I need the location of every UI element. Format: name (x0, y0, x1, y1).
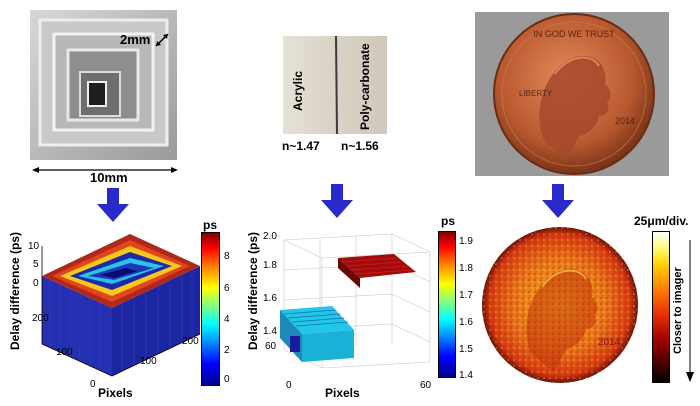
pyramid-dim-line (30, 162, 180, 173)
plot1-colorbar-tick: 2 (224, 345, 230, 356)
refractive-index-left: n~1.47 (282, 139, 320, 153)
plot2-ztick: 1.4 (263, 326, 277, 337)
plot2-colorbar-unit: ps (441, 214, 456, 228)
plot2-colorbar-tick: 1.7 (459, 290, 473, 301)
plot1-xlabel: Pixels (98, 386, 133, 400)
plot1-colorbar-tick: 4 (224, 314, 230, 325)
plot1-ylabel: Delay difference (ps) (8, 231, 22, 350)
plot2-colorbar-tick: 1.4 (459, 370, 473, 381)
plot1-ytick: 100 (56, 347, 73, 358)
heightmap-year: 2014 (598, 337, 621, 348)
penny-motto: IN GOD WE TRUST (533, 29, 615, 39)
plot2-colorbar-tick: 1.6 (459, 317, 473, 328)
plot2-ztick: 2.0 (263, 231, 277, 242)
plot3-colorbar-label: Closer to imager (672, 267, 684, 354)
plot2-xtick: 60 (420, 380, 432, 391)
plot3-scale-label: 25μm/div. (634, 214, 689, 228)
plot2-surface (276, 230, 436, 388)
down-arrow-1 (96, 188, 130, 222)
plot1-ztick: 5 (33, 259, 39, 270)
plot2-ylabel: Delay difference (ps) (246, 231, 260, 350)
closer-arrow-icon (685, 240, 695, 382)
penny-photo: IN GOD WE TRUST LIBERTY 2014 (475, 12, 669, 176)
refractive-index-right: n~1.56 (341, 139, 379, 153)
pyramid-photo (30, 10, 177, 160)
penny-heightmap: 2014 (480, 225, 640, 385)
penny-liberty: LIBERTY (519, 89, 553, 98)
penny-year: 2014 (615, 116, 635, 126)
plot1-xtick: 100 (140, 356, 157, 367)
plot1-colorbar-tick: 8 (224, 251, 230, 262)
plot2-ztick: 1.8 (263, 260, 277, 271)
plot1-colorbar-unit: ps (203, 218, 218, 232)
plot1-ztick: 10 (28, 241, 40, 252)
plot2-colorbar-tick: 1.8 (459, 263, 473, 274)
plot2-xtick: 0 (286, 380, 292, 391)
plot1-colorbar-tick: 0 (224, 374, 230, 385)
plot1-xtick: 200 (182, 336, 199, 347)
polycarbonate-label: Poly-carbonate (358, 43, 372, 130)
down-arrow-2 (320, 184, 354, 218)
plot1-ytick: 0 (90, 379, 96, 390)
down-arrow-3 (541, 184, 575, 218)
plot2-ytick: 60 (265, 341, 277, 352)
plot1-colorbar-tick: 6 (224, 283, 230, 294)
plot3-colorbar (652, 231, 670, 383)
pyramid-dim-top: 2mm (120, 32, 151, 47)
plot1-surface (22, 226, 222, 396)
pyramid-dim-bottom: 10mm (90, 170, 128, 185)
plot2-ztick: 1.6 (263, 293, 277, 304)
plot2-colorbar-tick: 1.9 (459, 236, 473, 247)
plot1-colorbar (201, 232, 220, 386)
plot2-colorbar-tick: 1.5 (459, 344, 473, 355)
plot2-xlabel: Pixels (325, 386, 360, 400)
acrylic-label: Acrylic (291, 70, 305, 111)
plot1-ytick: 200 (32, 313, 49, 324)
plot2-colorbar (438, 231, 456, 378)
plot1-ztick: 0 (33, 278, 39, 289)
plastic-photo (283, 35, 387, 135)
